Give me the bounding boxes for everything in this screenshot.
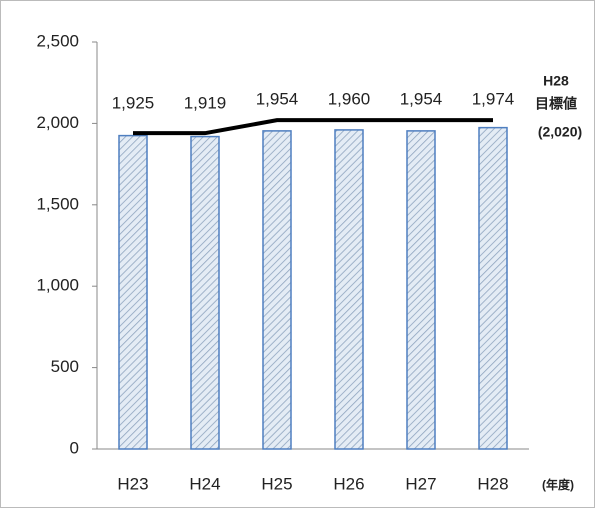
annotation: (2,020) [538,124,582,140]
x-tick-label: H27 [405,474,436,493]
data-label: 1,960 [328,89,371,108]
data-label: 1,974 [472,89,515,108]
y-tick-label: 500 [51,357,79,376]
x-tick-label: H26 [333,474,364,493]
bar [406,130,436,450]
data-label: 1,925 [112,93,155,112]
annotation: 目標値 [535,96,577,112]
bar [334,129,364,450]
y-tick-label: 1,000 [36,276,79,295]
data-label: 1,954 [256,89,299,108]
bar [190,135,220,450]
x-tick-label: H25 [261,474,292,493]
data-label: 1,919 [184,93,227,112]
x-tick-label: H28 [477,474,508,493]
x-unit: (年度) [542,477,574,492]
bar [118,134,148,450]
y-tick-label: 1,500 [36,194,79,213]
bar [262,130,292,450]
y-tick-label: 2,000 [36,113,79,132]
data-label: 1,954 [400,89,443,108]
y-tick-label: 0 [70,438,79,457]
y-tick-label: 2,500 [36,31,79,50]
x-tick-label: H24 [189,474,220,493]
target-line [133,118,493,136]
annotation: H28 [543,73,569,89]
bar [478,126,508,450]
x-tick-label: H23 [117,474,148,493]
